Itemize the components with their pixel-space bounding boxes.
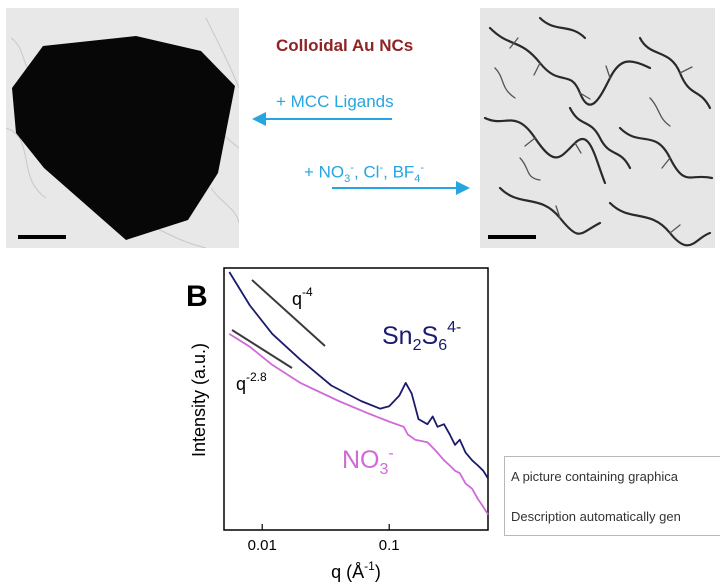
scale-bar-right [488,235,536,239]
arrow-right-shaft [332,187,456,189]
panel-letter-b: B [186,280,208,313]
tem-nanocrystal-drawing [6,8,239,248]
series-line-sn2s6 [228,271,489,479]
x-tick-label: 0.01 [248,537,277,554]
anion-label-part: + NO [304,162,345,182]
anion-label-sub: 4 [414,173,421,186]
arrow-left-head [252,112,266,126]
gold-nanocrystal [12,36,235,240]
plot-frame [223,267,489,531]
anion-label-part: , BF [383,162,415,182]
nanoparticle-branches [494,37,693,234]
legend-sn2s6-sub: 6 [438,337,447,354]
anion-label-part: , Cl [353,162,380,182]
x-axis-label: q (Å-1) [331,559,381,582]
legend-sn2s6-part: Sn [382,322,413,350]
slope-guide-line [251,279,326,347]
anion-label-sub: 3 [344,173,351,186]
mcc-ligands-label: + MCC Ligands [276,92,394,111]
legend-no3-sub: 3 [380,461,389,478]
legend-no3: NO3- [342,445,394,478]
legend-sn2s6-sub: 2 [413,337,422,354]
tem-image-nanocrystal [6,8,239,248]
anion-label-sup: - [379,162,384,174]
alt-text-box: A picture containing graphica Descriptio… [504,456,720,536]
legend-sn2s6: Sn2S64- [382,319,461,354]
data-series [228,271,489,515]
legend-sn2s6-part: S [422,322,439,350]
legend-no3-part: NO [342,446,380,474]
legend-no3-sup: - [388,445,393,462]
y-axis-label: Intensity (a.u.) [189,343,209,457]
slope-guide-label: q-4 [292,285,313,309]
arrow-right-head [456,181,470,195]
x-axis-ticks: 0.01 0.1 [248,524,400,554]
alt-text-line-1: A picture containing graphica [511,469,678,484]
tem-image-aggregates [480,8,715,248]
alt-text-line-2: Description automatically gen [511,509,681,524]
x-axis-label-exponent: -1 [364,559,375,573]
figure-title: Colloidal Au NCs [276,36,414,55]
x-axis-label-main: q (Å [331,562,364,582]
slope-guides: q-4 q-2.8 [231,279,326,394]
series-line-no3 [228,333,489,515]
anions-label: + NO3-, Cl-, BF4- [304,162,424,185]
anion-label-sup: - [420,162,425,174]
tem-aggregates-drawing [480,8,715,248]
tem-background-right [480,8,715,248]
legend-sn2s6-sup: 4- [447,319,461,336]
scale-bar-left [18,235,66,239]
x-axis-label-close: ) [375,562,381,582]
slope-guide-label: q-2.8 [236,370,267,394]
x-tick-label: 0.1 [379,537,400,554]
anion-label-sup: - [350,162,354,174]
arrow-left-shaft [264,118,392,120]
slope-guide-line [231,329,293,369]
